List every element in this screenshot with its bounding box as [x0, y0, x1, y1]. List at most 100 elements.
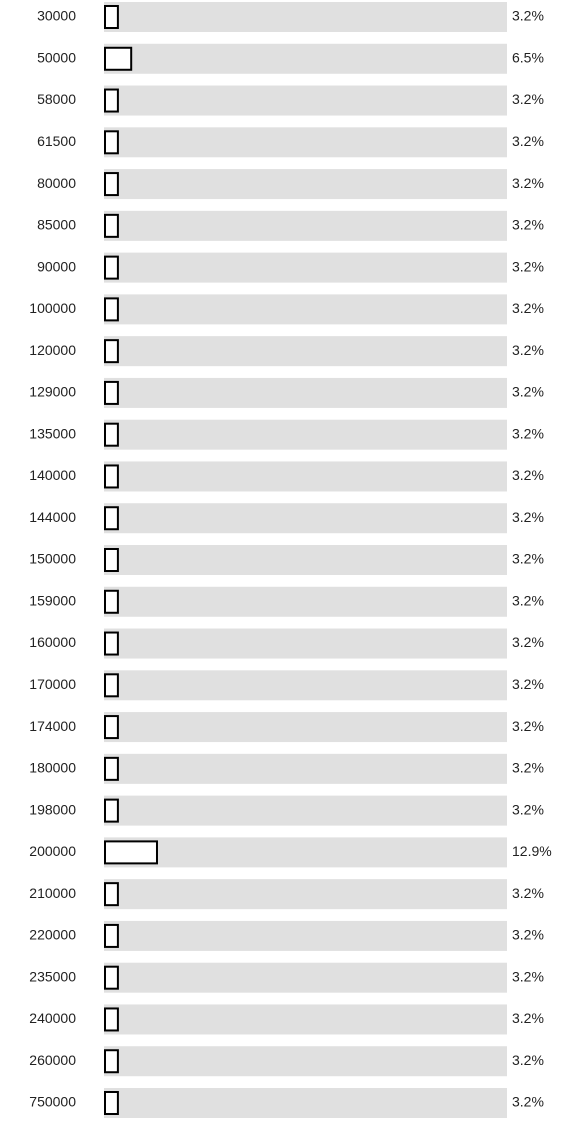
value-label: 3.2%: [512, 425, 544, 441]
row-label: 129000: [29, 384, 76, 400]
row-label: 180000: [29, 760, 76, 776]
bar: [104, 840, 158, 865]
row-label: 198000: [29, 801, 76, 817]
value-label: 3.2%: [512, 1010, 544, 1026]
row-label: 100000: [29, 300, 76, 316]
bar: [104, 213, 119, 238]
row-label: 240000: [29, 1010, 76, 1026]
row-label: 85000: [37, 217, 76, 233]
value-label: 3.2%: [512, 676, 544, 692]
row-label: 170000: [29, 676, 76, 692]
value-label: 3.2%: [512, 968, 544, 984]
value-label: 3.2%: [512, 927, 544, 943]
bar-track: [104, 545, 507, 575]
row-label: 50000: [37, 49, 76, 65]
bar-track: [104, 795, 507, 826]
bar: [104, 172, 119, 197]
bar-track: [104, 753, 507, 784]
bar-track: [104, 336, 507, 367]
bar-track: [104, 712, 507, 743]
value-label: 3.2%: [512, 592, 544, 608]
row-label: 220000: [29, 927, 76, 943]
row-label: 235000: [29, 968, 76, 984]
bar: [104, 882, 119, 907]
bar: [104, 255, 119, 280]
value-label: 3.2%: [512, 885, 544, 901]
value-label: 3.2%: [512, 8, 544, 24]
value-label: 3.2%: [512, 342, 544, 358]
row-label: 144000: [29, 509, 76, 525]
bar-track: [104, 377, 507, 408]
bar-track: [104, 169, 507, 200]
bar-track: [104, 670, 507, 701]
bar: [104, 589, 119, 614]
bar: [104, 965, 119, 990]
value-label: 3.2%: [512, 467, 544, 483]
row-label: 135000: [29, 425, 76, 441]
bar: [104, 715, 119, 740]
bar: [104, 1049, 119, 1074]
value-label: 3.2%: [512, 718, 544, 734]
bar: [104, 631, 119, 656]
row-label: 159000: [29, 592, 76, 608]
bar-track: [104, 879, 507, 910]
bar: [104, 756, 119, 781]
value-label: 12.9%: [512, 843, 552, 859]
bar-track: [104, 962, 507, 993]
bar-track: [104, 43, 507, 74]
bar: [104, 297, 119, 322]
row-label: 80000: [37, 175, 76, 191]
value-label: 3.2%: [512, 801, 544, 817]
bar: [104, 798, 119, 823]
row-label: 150000: [29, 551, 76, 567]
bar-track: [104, 920, 507, 951]
bar: [104, 548, 119, 572]
bar: [104, 88, 119, 113]
value-label: 3.2%: [512, 175, 544, 191]
row-label: 140000: [29, 467, 76, 483]
row-label: 90000: [37, 258, 76, 274]
value-label: 3.2%: [512, 384, 544, 400]
bar-track: [104, 1004, 507, 1035]
value-label: 3.2%: [512, 1052, 544, 1068]
bar-track: [104, 2, 507, 32]
value-label: 3.2%: [512, 634, 544, 650]
value-label: 3.2%: [512, 760, 544, 776]
bar: [104, 46, 133, 71]
bar: [104, 380, 119, 405]
bar: [104, 5, 119, 29]
bar-track: [104, 461, 507, 492]
bar-track: [104, 127, 507, 158]
bar: [104, 1091, 119, 1115]
bar-track: [104, 85, 507, 116]
bar-track: [104, 294, 507, 325]
value-label: 6.5%: [512, 49, 544, 65]
bar: [104, 673, 119, 698]
row-label: 160000: [29, 634, 76, 650]
bar: [104, 506, 119, 531]
row-label: 260000: [29, 1052, 76, 1068]
bar-track: [104, 628, 507, 659]
row-label: 750000: [29, 1094, 76, 1110]
bar-track: [104, 503, 507, 534]
row-label: 210000: [29, 885, 76, 901]
row-label: 61500: [37, 133, 76, 149]
value-label: 3.2%: [512, 258, 544, 274]
value-label: 3.2%: [512, 91, 544, 107]
bar: [104, 339, 119, 364]
bar: [104, 1007, 119, 1032]
bar: [104, 130, 119, 155]
bar-track: [104, 252, 507, 283]
value-label: 3.2%: [512, 133, 544, 149]
bar: [104, 464, 119, 489]
value-label: 3.2%: [512, 1094, 544, 1110]
row-label: 30000: [37, 8, 76, 24]
value-label: 3.2%: [512, 300, 544, 316]
bar-track: [104, 1046, 507, 1077]
value-label: 3.2%: [512, 509, 544, 525]
row-label: 58000: [37, 91, 76, 107]
row-label: 174000: [29, 718, 76, 734]
bar-track: [104, 586, 507, 617]
row-label: 200000: [29, 843, 76, 859]
